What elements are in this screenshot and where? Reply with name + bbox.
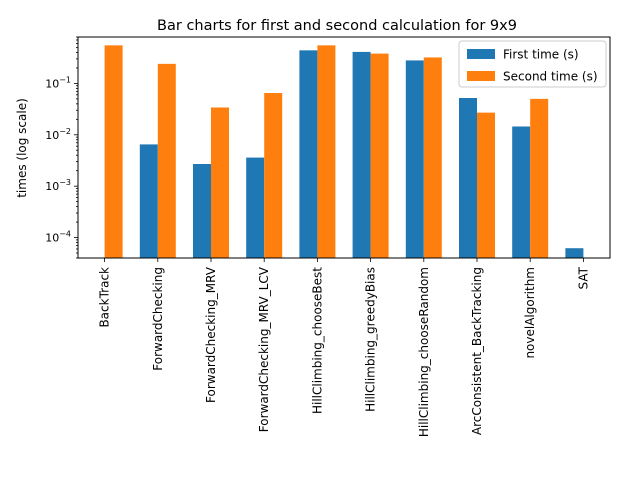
bar-second-5 bbox=[370, 53, 389, 259]
bar-second-4 bbox=[317, 45, 336, 259]
bar-second-7 bbox=[477, 112, 495, 258]
bar-second-1 bbox=[157, 63, 176, 259]
plot-area: 10−4 10−3 10−2 10−1 BackTrack ForwardChecking… bbox=[45, 36, 611, 437]
x-tick-label-3: ForwardChecking_MRV_LCV bbox=[257, 266, 271, 432]
bar-second-6 bbox=[423, 57, 442, 258]
legend-swatch-0 bbox=[467, 49, 495, 59]
y-axis-label: times (log scale) bbox=[15, 98, 29, 198]
x-tick-label-5: HillClimbing_greedyBias bbox=[364, 267, 378, 412]
x-tick-label-4: HillClimbing_chooseBest bbox=[310, 267, 324, 414]
x-tick-label-7: ArcConsistent_BackTracking bbox=[470, 267, 484, 435]
bar-first-9 bbox=[565, 248, 584, 258]
bar-first-5 bbox=[352, 51, 371, 259]
x-tick-label-9: SAT bbox=[576, 266, 590, 289]
axes-frame bbox=[77, 36, 611, 259]
y-tick-label-0: 10−4 bbox=[45, 230, 71, 245]
legend: First time (s) Second time (s) bbox=[458, 40, 607, 88]
bar-first-2 bbox=[193, 164, 211, 258]
x-tick-label-6: HillClimbing_chooseRandom bbox=[417, 267, 431, 437]
legend-box bbox=[458, 40, 607, 88]
x-tick-label-0: BackTrack bbox=[98, 267, 112, 328]
bar-first-6 bbox=[405, 60, 424, 258]
x-tick-label-1: ForwardChecking bbox=[151, 267, 165, 371]
bar-first-7 bbox=[459, 97, 477, 258]
legend-swatch-1 bbox=[467, 71, 495, 81]
bar-first-1 bbox=[139, 144, 158, 258]
bar-first-3 bbox=[246, 157, 265, 258]
legend-label-1: Second time (s) bbox=[503, 70, 598, 84]
legend-label-0: First time (s) bbox=[503, 48, 579, 62]
y-tick-label-1: 10−3 bbox=[45, 178, 71, 193]
bar-second-0 bbox=[104, 45, 123, 259]
y-tick-label-3: 10−1 bbox=[45, 75, 71, 90]
bar-first-8 bbox=[512, 126, 531, 259]
chart-title: Bar charts for first and second calculat… bbox=[157, 18, 517, 34]
bar-second-2 bbox=[211, 107, 229, 259]
bar-second-8 bbox=[530, 98, 549, 259]
bar-second-3 bbox=[264, 93, 283, 258]
y-tick-label-2: 10−2 bbox=[45, 127, 71, 142]
x-tick-label-2: ForwardChecking_MRV bbox=[204, 266, 218, 403]
bar-first-4 bbox=[299, 50, 318, 258]
x-tick-label-8: novelAlgorithm bbox=[523, 267, 537, 359]
